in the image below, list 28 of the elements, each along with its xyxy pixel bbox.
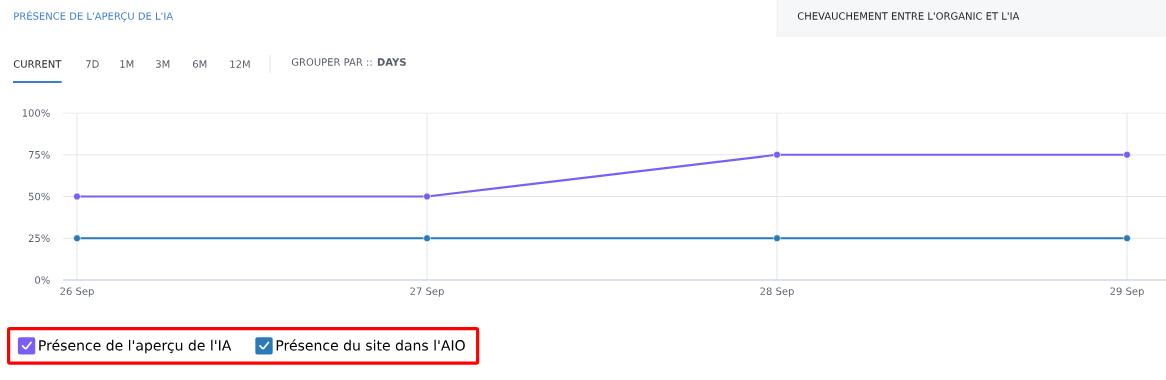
point xyxy=(423,234,431,243)
text: 12M xyxy=(230,60,250,68)
x-tick-label: 28 Sep xyxy=(760,287,794,297)
y-tick-label: 75% xyxy=(28,150,50,159)
text: 6M xyxy=(192,60,207,68)
point xyxy=(73,234,81,243)
point xyxy=(423,192,431,201)
y-tick-label: 50% xyxy=(28,192,50,201)
text: GROUPER PAR :: DAYS xyxy=(291,58,406,66)
point xyxy=(773,234,781,243)
x-tick-label: 26 Sep xyxy=(60,287,94,297)
text: 3M xyxy=(156,60,170,68)
y-tick-label: 0% xyxy=(35,276,50,284)
text: 7D xyxy=(86,60,99,68)
point xyxy=(73,192,81,201)
text: CURRENT xyxy=(13,60,62,68)
x-tick-label: 27 Sep xyxy=(410,287,444,297)
text: CHEVAUCHEMENT ENTRE L'ORGANIC ET L'IA xyxy=(797,12,1020,20)
legend-label: Présence du site dans l'AIO xyxy=(276,339,465,351)
x-tick-label: 29 Sep xyxy=(1110,287,1144,297)
point xyxy=(1123,234,1131,243)
point xyxy=(773,150,781,159)
y-tick-label: 25% xyxy=(28,234,50,243)
point xyxy=(1123,150,1131,159)
text: 1M xyxy=(120,60,134,68)
y-tick-label: 100% xyxy=(22,109,50,117)
chart-title: PRÉSENCE DE L'APERÇU DE L'IA xyxy=(14,10,174,22)
legend-label: Présence de l'aperçu de l'IA xyxy=(39,339,232,354)
